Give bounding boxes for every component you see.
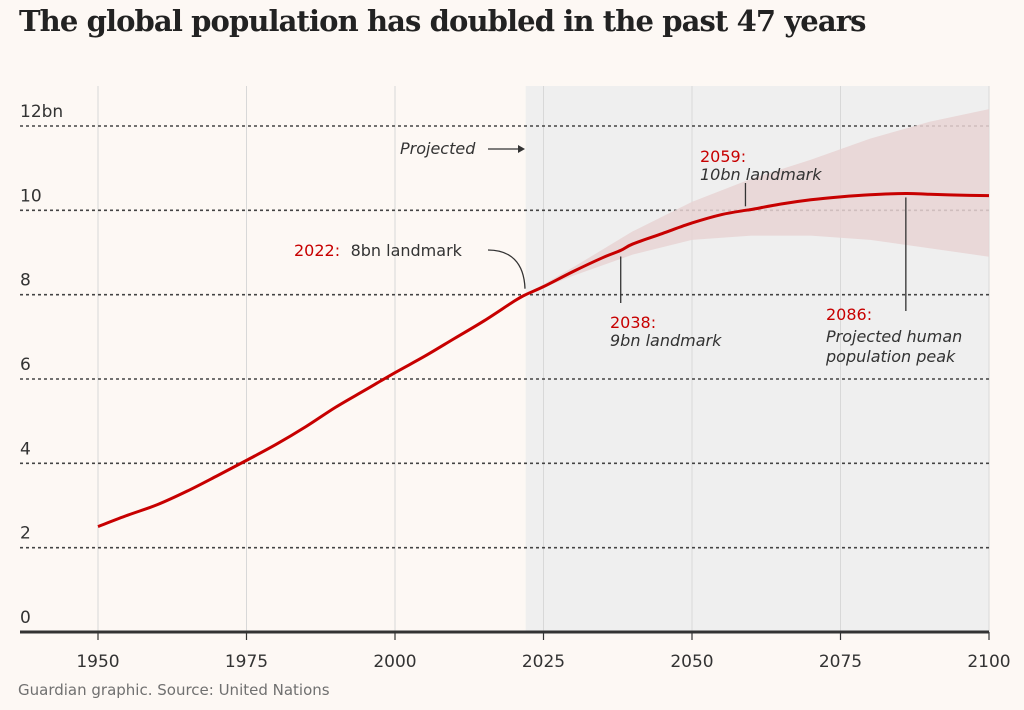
annotation-2022: 2022: 8bn landmark: [294, 241, 463, 260]
annotation-2086-text-line2: population peak: [825, 347, 956, 366]
x-tick-label: 1950: [76, 652, 119, 672]
y-axis-ticks: 0 2 4 6 8 10 12bn: [20, 102, 63, 628]
annotation-2059-year: 2059:: [700, 147, 746, 166]
projected-arrow-icon: [488, 145, 525, 153]
annotation-2022-year: 2022:: [294, 241, 340, 260]
source-note: Guardian graphic. Source: United Nations: [18, 681, 330, 699]
y-tick-label: 0: [20, 608, 31, 628]
x-axis-ticks: 1950 1975 2000 2025 2050 2075 2100: [76, 632, 1011, 672]
chart-title: The global population has doubled in the…: [19, 4, 866, 38]
x-tick-label: 1975: [225, 652, 268, 672]
y-tick-label: 10: [20, 186, 42, 206]
uncertainty-band: [525, 109, 989, 295]
x-tick-label: 2100: [967, 652, 1010, 672]
population-line: [97, 191, 990, 528]
annotation-2086-year: 2086:: [826, 305, 872, 324]
projected-label: Projected: [400, 139, 476, 158]
y-tick-label: 8: [20, 271, 31, 291]
x-tick-label: 2025: [522, 652, 565, 672]
annotation-2059-text: 10bn landmark: [700, 165, 822, 184]
annotation-2086-text: Projected human: [826, 327, 962, 346]
x-tick-label: 2050: [670, 652, 713, 672]
y-tick-label: 12bn: [20, 102, 63, 122]
annotation-leaders: [487, 183, 907, 311]
x-tick-label: 2075: [819, 652, 862, 672]
y-tick-label: 4: [20, 439, 31, 459]
x-tick-label: 2000: [373, 652, 416, 672]
arrow-head: [518, 145, 525, 153]
y-tick-label: 6: [20, 355, 31, 375]
y-tick-label: 2: [20, 524, 31, 544]
annotation-2038-text: 9bn landmark: [610, 331, 722, 350]
leader-2022: [487, 249, 526, 289]
annotation-2022-text: 8bn landmark: [351, 241, 463, 260]
annotation-2038-year: 2038:: [610, 313, 656, 332]
